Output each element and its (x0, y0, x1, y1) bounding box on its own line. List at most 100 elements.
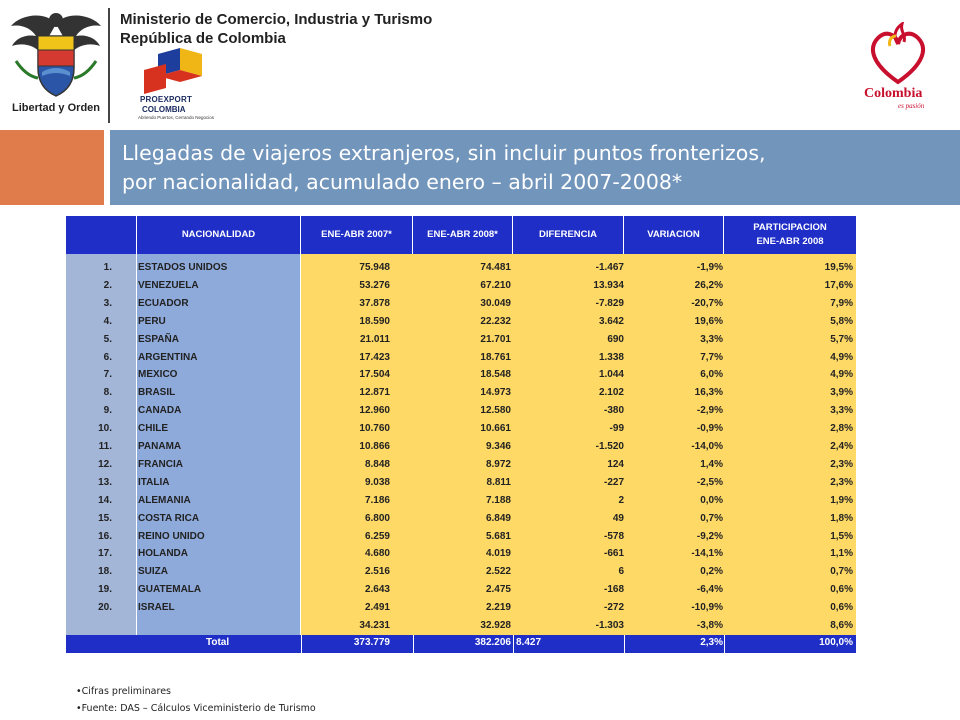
row-nationality: ECUADOR (138, 297, 189, 309)
row-index: 18. (98, 566, 112, 578)
proexport-name: PROEXPORT (140, 95, 193, 104)
row-index: 1. (103, 262, 112, 273)
row-2008: 67.210 (480, 279, 511, 291)
row-variation: 7,7% (700, 351, 723, 363)
row-difference: -272 (603, 602, 624, 614)
colombia-coat-of-arms: Libertad y Orden (6, 6, 102, 116)
header-difference: DIFERENCIA (513, 216, 624, 254)
total-divider (301, 635, 302, 653)
row-participation: 1,8% (830, 512, 853, 524)
total-label: Total (206, 637, 230, 648)
row-difference: 2.102 (598, 387, 624, 399)
row-difference: 6 (618, 566, 624, 578)
row-2007: 17.423 (359, 351, 390, 363)
row-difference: 3.642 (598, 315, 624, 327)
nationality-column-bg (137, 254, 301, 635)
row-difference: -168 (603, 584, 624, 596)
row-2008: 4.019 (485, 548, 511, 560)
table-row: 18. SUIZA 2.516 2.522 6 0,2% 0,7% (66, 564, 856, 582)
total-row: Total 373.779 382.206 8.427 2,3% 100,0% (66, 635, 856, 653)
row-index: 15. (98, 512, 112, 524)
total-divider (624, 635, 625, 653)
row-nationality: FRANCIA (138, 458, 183, 470)
row-index: 16. (98, 530, 112, 542)
row-nationality: VENEZUELA (138, 279, 199, 291)
row-difference: 13.934 (593, 279, 624, 291)
row-participation: 0,6% (830, 584, 853, 596)
row-variation: -3,8% (696, 620, 723, 631)
table-row: 3. ECUADOR 37.878 30.049 -7.829 -20,7% 7,9% (66, 296, 856, 314)
table-row: 8. BRASIL 12.871 14.973 2.102 16,3% 3,9% (66, 385, 856, 403)
numbers-column-bg (301, 254, 856, 635)
row-nationality: ESTADOS UNIDOS (138, 262, 228, 273)
row-nationality: HOLANDA (138, 548, 188, 560)
total-2008: 382.206 (474, 637, 511, 648)
row-variation: 3,3% (700, 333, 723, 345)
table-header: NACIONALIDAD ENE-ABR 2007* ENE-ABR 2008*… (66, 216, 856, 254)
row-nationality: REINO UNIDO (138, 530, 205, 542)
row-nationality: BRASIL (138, 387, 176, 399)
note-source: •Fuente: DAS – Cálculos Viceministerio d… (76, 703, 316, 714)
proexport-tagline: Abriendo Puertos, Cerrando Negocios (138, 115, 215, 120)
row-nationality: ARGENTINA (138, 351, 198, 363)
row-2007: 75.948 (359, 262, 390, 273)
row-difference: -661 (603, 548, 624, 560)
row-nationality: GUATEMALA (138, 584, 202, 596)
row-nationality: CANADA (138, 405, 182, 417)
row-2007: 34.231 (359, 620, 390, 631)
row-2007: 4.680 (364, 548, 390, 560)
row-participation: 2,3% (830, 458, 853, 470)
row-variation: -2,5% (696, 476, 723, 488)
row-difference: 124 (607, 458, 624, 470)
header-index (66, 216, 137, 254)
ministry-line-2: República de Colombia (120, 30, 286, 47)
row-index: 8. (103, 387, 112, 399)
table-row: 15. COSTA RICA 6.800 6.849 49 0,7% 1,8% (66, 511, 856, 529)
row-difference: -7.829 (595, 297, 624, 309)
table-row: 10. CHILE 10.760 10.661 -99 -0,9% 2,8% (66, 421, 856, 439)
proexport-country: COLOMBIA (142, 105, 186, 114)
row-participation: 4,9% (830, 351, 853, 363)
total-divider (413, 635, 414, 653)
row-2007: 8.848 (364, 458, 390, 470)
table-row: 19. GUATEMALA 2.643 2.475 -168 -6,4% 0,6% (66, 582, 856, 600)
row-index: 4. (103, 315, 112, 327)
page-title: Llegadas de viajeros extranjeros, sin in… (122, 139, 766, 197)
row-participation: 1,5% (830, 530, 853, 542)
table-row: 9. CANADA 12.960 12.580 -380 -2,9% 3,3% (66, 403, 856, 421)
header-participation-line1: PARTICIPACION (753, 222, 827, 233)
row-difference: 1.044 (598, 369, 624, 381)
row-2007: 9.038 (364, 476, 390, 488)
row-index: 14. (98, 494, 112, 506)
row-2008: 2.522 (485, 566, 511, 578)
table-row: 17. HOLANDA 4.680 4.019 -661 -14,1% 1,1% (66, 546, 856, 564)
row-index: 3. (103, 297, 112, 309)
row-difference: 690 (607, 333, 624, 345)
row-2008: 12.580 (480, 405, 511, 417)
total-difference: 8.427 (516, 637, 542, 648)
row-index: 6. (103, 351, 112, 363)
heart-flame-icon (871, 20, 925, 85)
footnotes: •Cifras preliminares •Fuente: DAS – Cálc… (76, 683, 316, 717)
row-variation: -10,9% (691, 602, 723, 614)
row-participation: 3,3% (830, 405, 853, 417)
row-2007: 37.878 (359, 297, 390, 309)
row-participation: 0,6% (830, 602, 853, 614)
row-index: 10. (98, 423, 112, 435)
header-divider (108, 8, 110, 123)
row-variation: -2,9% (696, 405, 723, 417)
row-difference: -380 (603, 405, 624, 417)
note-preliminary: •Cifras preliminares (76, 686, 171, 697)
total-participation: 100,0% (819, 637, 853, 648)
row-2008: 9.346 (485, 441, 511, 452)
table-row: 16. REINO UNIDO 6.259 5.681 -578 -9,2% 1,5% (66, 529, 856, 547)
header-2008: ENE-ABR 2008* (413, 216, 513, 254)
row-participation: 1,1% (830, 548, 853, 560)
row-nationality: PANAMA (138, 441, 182, 452)
row-variation: 19,6% (694, 315, 723, 327)
header-participation: PARTICIPACION ENE-ABR 2008 (724, 216, 856, 254)
ministry-title: Ministerio de Comercio, Industria y Turi… (120, 10, 432, 48)
row-variation: -1,9% (696, 262, 723, 273)
row-2008: 74.481 (480, 262, 511, 273)
table-row: 1. ESTADOS UNIDOS 75.948 74.481 -1.467 -1,9% 1… (66, 260, 856, 278)
